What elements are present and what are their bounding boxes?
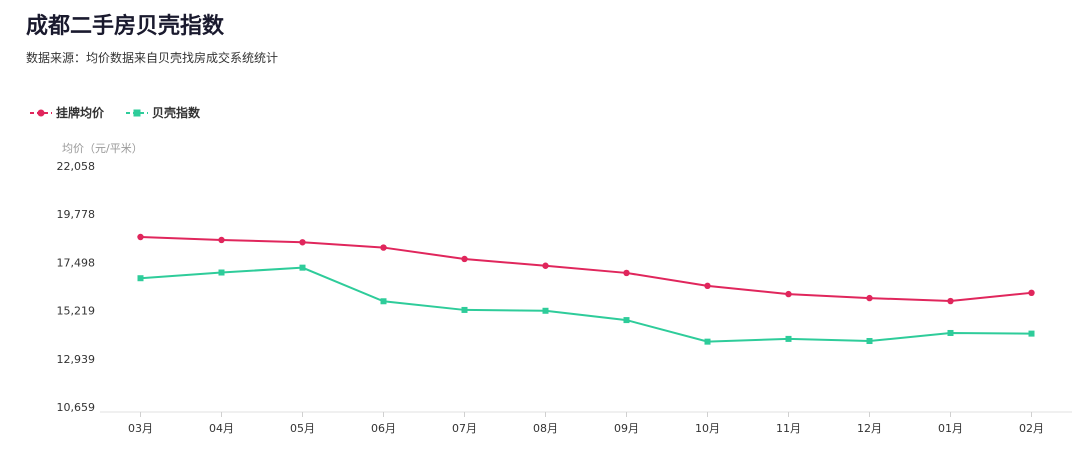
series-line-1	[140, 266, 1032, 343]
x-tick-label: 09月	[614, 422, 639, 435]
data-point-1-9[interactable]	[866, 338, 873, 345]
data-point-1-8[interactable]	[785, 335, 792, 342]
data-point-1-5[interactable]	[542, 307, 549, 314]
data-point-1-3[interactable]	[380, 298, 387, 305]
y-axis-label: 均价（元/平米）	[62, 142, 143, 155]
data-point-0-9[interactable]	[866, 294, 873, 302]
data-point-1-10[interactable]	[947, 329, 954, 336]
data-point-0-0[interactable]	[137, 233, 144, 241]
data-point-0-10[interactable]	[947, 297, 954, 305]
data-point-0-4[interactable]	[461, 255, 468, 263]
data-point-1-7[interactable]	[704, 338, 711, 345]
data-point-1-1[interactable]	[218, 269, 225, 276]
data-point-1-2[interactable]	[299, 264, 306, 271]
x-tick-label: 10月	[695, 422, 720, 435]
data-point-1-0[interactable]	[137, 275, 144, 282]
x-tick-label: 03月	[128, 422, 153, 435]
legend-circle-marker-icon	[30, 109, 52, 116]
x-tick-label: 02月	[1019, 422, 1044, 435]
data-point-0-6[interactable]	[623, 269, 630, 277]
x-tick-label: 05月	[290, 422, 315, 435]
data-point-1-11[interactable]	[1028, 330, 1035, 337]
x-tick-label: 08月	[533, 422, 558, 435]
chart-legend: 挂牌均价 贝壳指数	[30, 104, 200, 121]
series-line-0	[140, 235, 1032, 303]
data-point-0-5[interactable]	[542, 262, 549, 269]
y-tick-label: 10,659	[57, 401, 96, 414]
legend-label-beike-index: 贝壳指数	[152, 106, 201, 120]
x-tick-label: 04月	[209, 422, 234, 435]
y-tick-label: 15,219	[57, 305, 96, 318]
data-point-0-2[interactable]	[299, 239, 306, 246]
x-tick-label: 07月	[452, 422, 477, 435]
data-point-0-1[interactable]	[218, 236, 225, 244]
y-tick-label: 19,778	[57, 208, 96, 221]
legend-label-listing-price: 挂牌均价	[56, 106, 105, 120]
data-point-0-7[interactable]	[704, 282, 711, 290]
data-source-note: 数据来源：均价数据来自贝壳找房成交系统统计	[26, 51, 279, 65]
x-tick-label: 06月	[371, 422, 396, 435]
y-tick-label: 12,939	[57, 353, 96, 366]
legend-item-listing-price[interactable]: 挂牌均价	[30, 104, 104, 121]
legend-square-marker-icon	[126, 109, 149, 116]
data-point-0-3[interactable]	[380, 244, 387, 251]
data-point-1-4[interactable]	[461, 306, 468, 313]
x-tick-label: 01月	[938, 422, 963, 435]
x-tick-label: 11月	[776, 422, 801, 435]
x-tick-label: 12月	[857, 422, 882, 435]
data-point-1-6[interactable]	[623, 317, 630, 324]
y-tick-label: 22,058	[57, 160, 96, 173]
page-title: 成都二手房贝壳指数	[26, 14, 225, 39]
y-tick-label: 17,498	[57, 256, 96, 269]
legend-item-beike-index[interactable]: 贝壳指数	[126, 104, 200, 121]
data-point-0-8[interactable]	[785, 290, 792, 298]
data-point-0-11[interactable]	[1028, 289, 1035, 297]
